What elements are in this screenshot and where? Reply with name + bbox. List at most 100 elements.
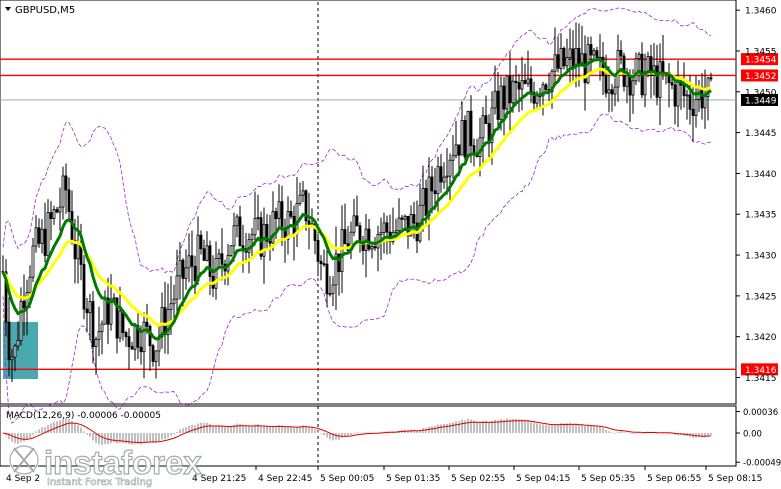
macd-histogram-bar (86, 433, 88, 435)
macd-histogram-bar (26, 433, 28, 440)
macd-histogram-bar (335, 433, 337, 440)
candle-body (352, 215, 356, 233)
candle-body (67, 189, 71, 212)
candle-body (52, 209, 56, 219)
bollinger-bands (2, 7, 712, 424)
candle-body (49, 212, 53, 219)
macd-histogram-bar (611, 432, 613, 434)
macd-histogram-bar (71, 420, 73, 434)
macd-histogram-bar (509, 419, 511, 434)
macd-histogram-bar (566, 423, 568, 434)
candle-body (655, 65, 659, 98)
candle-body (118, 310, 122, 339)
candle-body (340, 229, 344, 273)
candle-body (235, 216, 239, 227)
macd-histogram-bar (191, 424, 193, 434)
candle-body (445, 175, 449, 178)
candle-body (637, 53, 641, 60)
time-tick-label: 4 Sep 21:25 (192, 474, 246, 484)
candle-body (250, 234, 254, 241)
candle-body (289, 211, 293, 217)
macd-histogram-bar (110, 433, 112, 444)
macd-histogram-bar (215, 425, 217, 434)
macd-histogram-bar (254, 424, 256, 434)
macd-histogram-bar (701, 433, 703, 438)
macd-histogram-bar (326, 433, 328, 438)
macd-histogram-bar (95, 433, 97, 443)
macd-histogram-bar (434, 425, 436, 434)
macd-histogram-bar (710, 433, 712, 435)
candle-body (109, 298, 113, 325)
candle-body (178, 259, 182, 277)
candle-body (31, 245, 35, 278)
time-tick-label: 5 Sep 00:05 (320, 474, 374, 484)
macd-histogram-bar (74, 423, 76, 434)
macd-histogram-bar (575, 423, 577, 434)
macd-histogram-bar (308, 427, 310, 434)
candle-body (190, 255, 194, 267)
candle-body (691, 108, 695, 116)
candle-body (154, 350, 158, 362)
macd-histogram-bar (206, 422, 208, 434)
macd-signal-line (2, 420, 712, 444)
candle-body (325, 263, 329, 295)
candle-body (148, 326, 152, 347)
candle-body (184, 267, 188, 279)
candle-body (508, 75, 512, 104)
macd-histogram-bar (500, 419, 502, 434)
macd-histogram-bar (278, 424, 280, 434)
candle-body (4, 271, 8, 323)
macd-histogram-bar (431, 426, 433, 434)
candle-body (394, 230, 398, 233)
macd-histogram-bar (548, 425, 550, 434)
watermark-tagline: Instant Forex Trading (47, 477, 152, 488)
macd-histogram-bar (365, 432, 367, 434)
macd-indicator: 0.00036 0.00 -0.00049 (2, 408, 781, 469)
macd-histogram-bar (290, 426, 292, 434)
time-axis: 4 Sep 2 4 Sep 21:25 4 Sep 22:45 5 Sep 00:05… (6, 466, 762, 484)
macd-histogram-bar (5, 433, 7, 436)
candle-body (646, 56, 650, 73)
macd-histogram-bar (302, 425, 304, 434)
candle-body (175, 275, 179, 300)
macd-histogram-bar (272, 426, 274, 434)
candle-body (115, 297, 119, 339)
candle-body (133, 325, 137, 350)
macd-histogram-bar (536, 423, 538, 434)
macd-histogram-bar (416, 430, 418, 434)
candle-body (256, 217, 260, 220)
candle-body (46, 212, 50, 256)
candle-body (343, 229, 347, 245)
macd-histogram-bar (8, 433, 10, 440)
macd-histogram-bar (506, 418, 508, 434)
candle-body (436, 166, 440, 195)
candle-body (91, 301, 95, 347)
macd-histogram-bar (587, 425, 589, 434)
instaforex-logo-icon (8, 444, 40, 476)
macd-histogram-bar (11, 433, 13, 442)
candle-body (241, 245, 245, 249)
candle-body (151, 345, 155, 362)
candle-body (58, 206, 62, 213)
macd-histogram-bar (182, 428, 184, 434)
dropdown-triangle-icon[interactable] (5, 7, 11, 11)
macd-histogram-bar (491, 420, 493, 434)
candle-body (466, 110, 470, 158)
macd-histogram-bar (698, 433, 700, 438)
candle-body (451, 155, 455, 161)
macd-histogram-bar (230, 426, 232, 434)
candle-body (601, 56, 605, 77)
candle-body (355, 215, 359, 227)
candle-body (181, 259, 185, 279)
candle-body (523, 80, 527, 84)
candle-body (259, 217, 263, 257)
macd-histogram-bar (23, 433, 25, 442)
candle-body (124, 332, 128, 338)
candle-body (64, 175, 68, 191)
candle-body (505, 75, 509, 110)
level-label-bg (741, 69, 778, 82)
macd-histogram-bar (479, 421, 481, 434)
candle-body (187, 255, 191, 269)
bollinger-lower-line (2, 113, 712, 424)
